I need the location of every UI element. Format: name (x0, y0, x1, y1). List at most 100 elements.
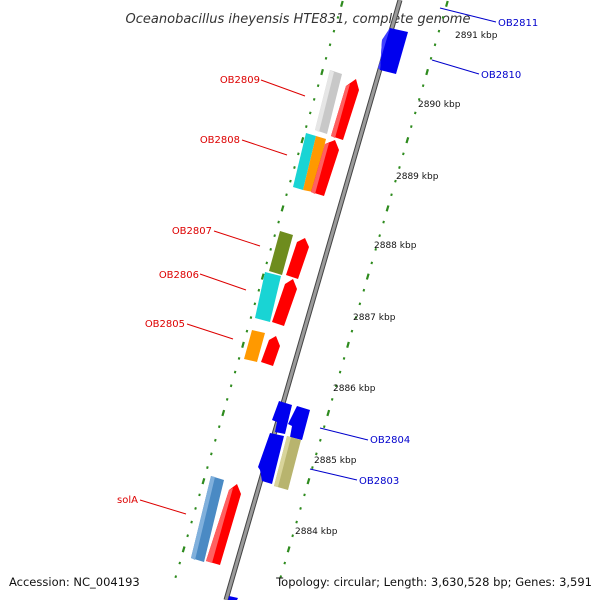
cds-ob2808-annotation-b[interactable] (303, 136, 326, 192)
cds-ob2811[interactable] (378, 28, 408, 74)
minor-tick (305, 125, 308, 128)
major-tick (306, 477, 311, 485)
minor-tick (297, 152, 300, 156)
minor-tick (390, 193, 393, 197)
cds-ob2806-annotation[interactable] (255, 272, 281, 322)
kbp-label-2887: 2887 kbp (353, 313, 396, 323)
cds-ob2803-a[interactable] (258, 433, 284, 484)
cds-ob2804-a[interactable] (272, 401, 292, 434)
minor-tick (402, 152, 405, 156)
cds-ob2807-annotation[interactable] (269, 231, 293, 275)
minor-tick (265, 261, 269, 265)
minor-tick (382, 220, 385, 224)
cds-sola[interactable] (206, 484, 241, 565)
major-tick (320, 68, 324, 76)
feature-track (191, 28, 408, 600)
gene-label-ob2803[interactable]: OB2803 (359, 476, 399, 487)
minor-tick (293, 166, 296, 169)
kbp-label-2890: 2890 kbp (418, 100, 461, 110)
cds-bottom-partial[interactable] (228, 596, 238, 600)
minor-tick (350, 329, 354, 333)
gene-label-ob2805[interactable]: OB2805 (145, 319, 185, 330)
gene-labels-right: OB2811 OB2810 OB2804 OB2803 (359, 18, 538, 487)
gene-label-sola[interactable]: solA (117, 495, 138, 506)
major-tick (346, 341, 350, 348)
minor-tick (303, 493, 306, 497)
minor-tick (437, 29, 441, 33)
minor-tick (330, 397, 334, 401)
minor-tick (413, 111, 417, 115)
gene-label-ob2809[interactable]: OB2809 (220, 75, 260, 86)
cds-ob2807[interactable] (286, 238, 309, 279)
cds-ob2809-annotation[interactable] (315, 70, 342, 134)
kbp-label-2886: 2886 kbp (333, 384, 376, 394)
minor-tick (214, 438, 217, 442)
minor-tick (217, 425, 221, 429)
minor-tick (299, 507, 302, 510)
minor-tick (328, 43, 332, 47)
cds-ob2805-annotation[interactable] (244, 330, 265, 362)
cds-ob2806[interactable] (272, 279, 297, 326)
minor-tick (338, 370, 342, 374)
gene-label-ob2808[interactable]: OB2808 (200, 135, 240, 146)
map-title: Oceanobacillus iheyensis HTE831, complet… (126, 12, 471, 27)
minor-tick (277, 220, 280, 224)
minor-tick (358, 302, 362, 306)
minor-tick (319, 438, 322, 442)
minor-tick (283, 561, 287, 565)
cds-ob2808-annotation-a[interactable] (293, 133, 316, 190)
minor-tick (316, 84, 320, 88)
minor-tick (308, 111, 312, 115)
cds-sola-annotation[interactable] (191, 476, 224, 562)
minor-tick (253, 302, 257, 306)
major-tick (445, 0, 449, 7)
minor-tick (410, 125, 413, 128)
minor-tick (273, 234, 276, 238)
cds-ob2808[interactable] (311, 140, 339, 196)
minor-tick (378, 234, 381, 238)
minor-tick (295, 520, 298, 524)
major-tick (181, 546, 186, 553)
minor-tick (332, 29, 336, 33)
minor-tick (245, 329, 249, 333)
kbp-labels: 2891 kbp 2890 kbp 2889 kbp 2888 kbp 2887… (295, 31, 498, 537)
gene-label-ob2810[interactable]: OB2810 (481, 70, 521, 81)
gene-labels-left: OB2809 OB2808 OB2807 OB2806 OB2805 solA (117, 75, 260, 506)
minor-tick (237, 357, 241, 360)
minor-tick (206, 466, 209, 469)
minor-tick (324, 56, 328, 60)
cds-ob2805[interactable] (261, 336, 280, 366)
kbp-label-2884: 2884 kbp (295, 527, 338, 537)
gene-label-ob2804[interactable]: OB2804 (370, 435, 410, 446)
minor-tick (225, 397, 229, 401)
minor-tick (289, 179, 292, 183)
gene-label-ob2811[interactable]: OB2811 (498, 18, 538, 29)
minor-tick (269, 247, 272, 251)
cds-ob2804-b[interactable] (288, 406, 310, 440)
major-tick (405, 136, 410, 144)
kbp-label-2888: 2888 kbp (374, 241, 417, 251)
major-tick (280, 205, 285, 212)
gene-label-ob2807[interactable]: OB2807 (172, 226, 212, 237)
minor-tick (194, 507, 197, 510)
minor-tick (279, 575, 283, 579)
minor-tick (433, 43, 437, 47)
gene-label-ob2806[interactable]: OB2806 (159, 270, 199, 281)
major-tick (201, 477, 206, 485)
minor-tick (398, 166, 401, 169)
minor-tick (334, 384, 338, 388)
cds-ob2803[interactable] (274, 436, 301, 490)
minor-tick (198, 493, 201, 497)
minor-tick (233, 370, 237, 374)
outer-tick-track (279, 0, 449, 579)
minor-tick (257, 288, 261, 292)
major-tick (365, 273, 370, 280)
minor-tick (417, 97, 421, 101)
inner-tick-track (174, 0, 344, 579)
minor-tick (285, 193, 288, 197)
major-tick (221, 409, 226, 417)
minor-tick (354, 316, 358, 319)
major-tick (260, 273, 265, 280)
minor-tick (178, 561, 182, 565)
cds-ob2809[interactable] (331, 79, 359, 140)
